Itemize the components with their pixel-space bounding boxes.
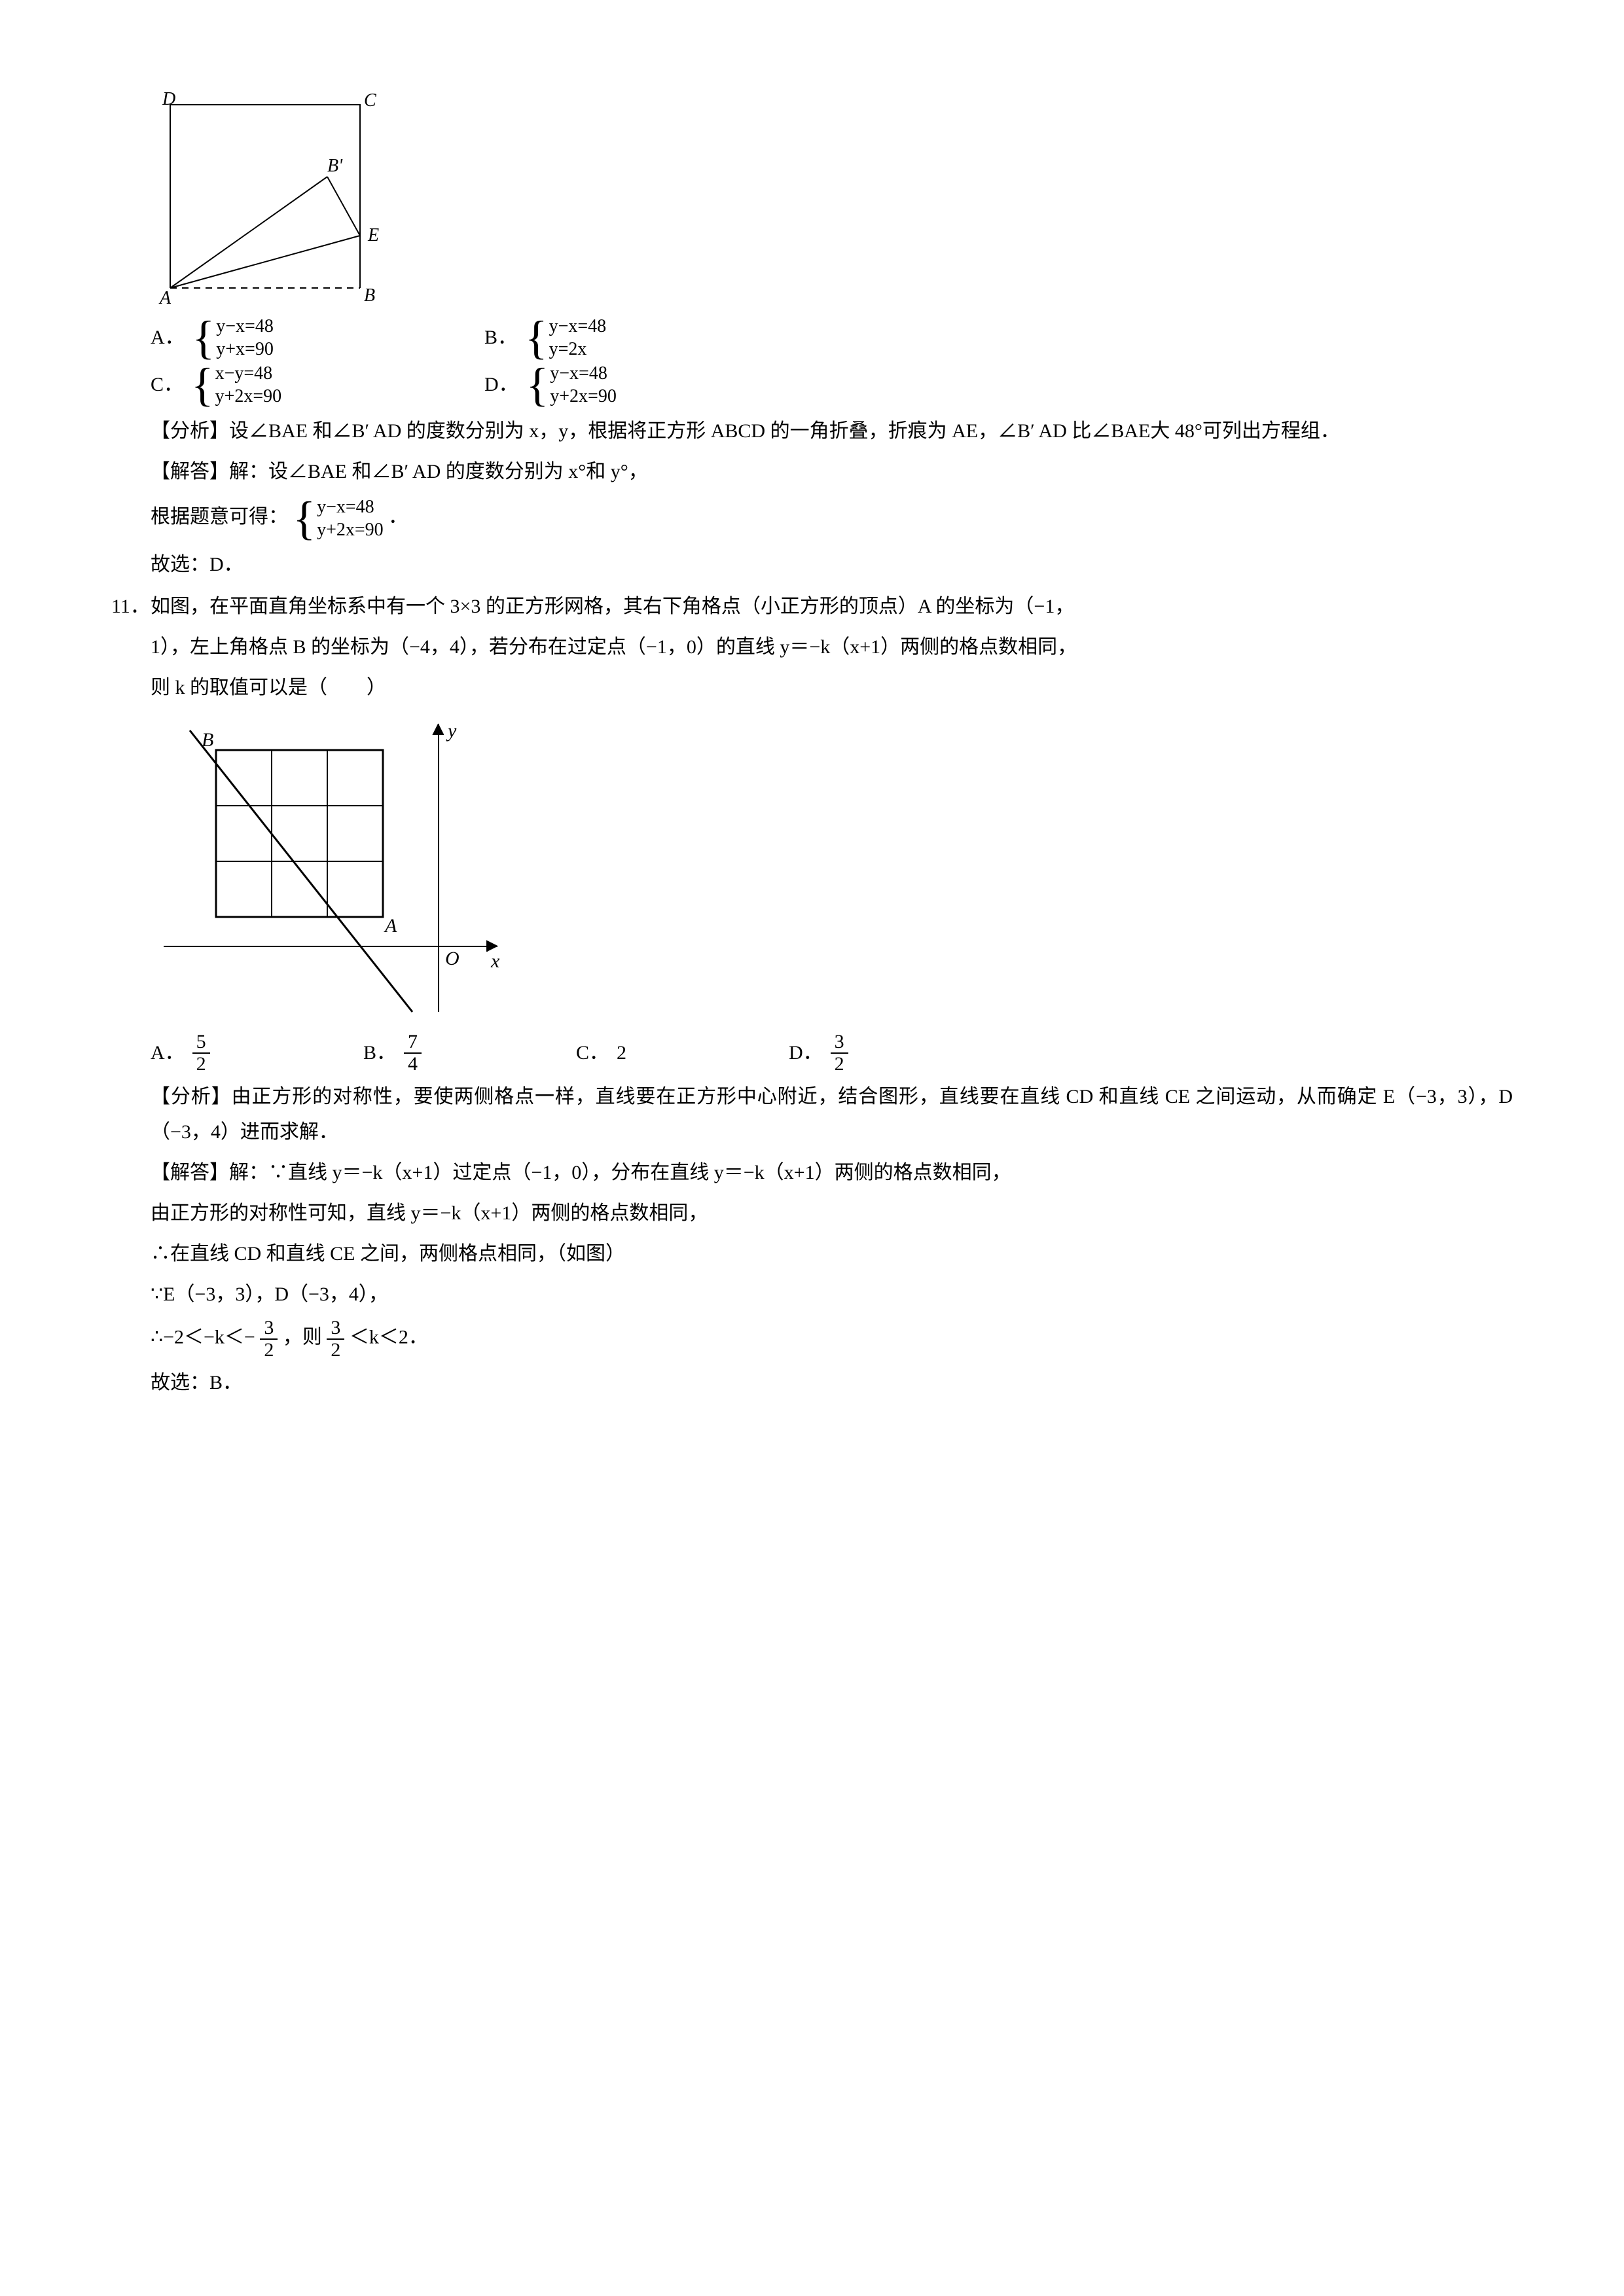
eq-bot: y+2x=90 xyxy=(215,385,282,408)
eq-top: y−x=48 xyxy=(216,315,274,338)
eq-top: y−x=48 xyxy=(317,495,384,518)
q11-ans4: ∵E（−3，3），D（−3，4）， xyxy=(151,1277,1513,1312)
t-pre: ∴−2＜−k＜− xyxy=(151,1326,255,1348)
eq-top: y−x=48 xyxy=(549,315,607,338)
opt-letter: C． xyxy=(576,1035,609,1071)
analysis-text: 设∠BAE 和∠B′ AD 的度数分别为 x，y，根据将正方形 ABCD 的一角… xyxy=(229,420,1340,442)
analysis-label: 【分析】 xyxy=(151,420,229,442)
lbl-x: x xyxy=(490,950,500,972)
eq-bot: y+2x=90 xyxy=(317,518,384,541)
q10-opt-D: D． {y−x=48y+2x=90 xyxy=(484,361,818,408)
frac-n: 3 xyxy=(831,1031,848,1054)
opt-letter: A． xyxy=(151,1035,185,1071)
lbl-Bp: B' xyxy=(327,156,343,176)
q11-stem: 11．如图，在平面直角坐标系中有一个 3×3 的正方形网格，其右下角格点（小正方… xyxy=(151,589,1513,624)
q11-opt-B: B． 74 xyxy=(363,1031,576,1074)
q10-options-row1: A． {y−x=48y+x=90 B． {y−x=48y=2x xyxy=(151,314,818,361)
answer-text: 解：设∠BAE 和∠B′ AD 的度数分别为 x°和 y°， xyxy=(229,461,648,482)
q10-figure: D C B' E A B xyxy=(151,92,393,314)
q10-options-row2: C． {x−y=48y+2x=90 D． {y−x=48y+2x=90 xyxy=(151,361,818,408)
stem-1: 如图，在平面直角坐标系中有一个 3×3 的正方形网格，其右下角格点（小正方形的顶… xyxy=(151,596,1074,617)
opt-letter: D． xyxy=(789,1035,823,1071)
opt-letter: D． xyxy=(484,367,518,403)
q10-answer-l2: 根据题意可得： {y−x=48y+2x=90 ． xyxy=(151,495,1513,542)
opt-letter: A． xyxy=(151,320,185,355)
q10-block: D C B' E A B A． {y−x=48y+x=90 B． {y−x=48… xyxy=(151,92,1513,583)
frac-n: 7 xyxy=(404,1031,422,1054)
q10-opt-C: C． {x−y=48y+2x=90 xyxy=(151,361,484,408)
frac-n: 3 xyxy=(260,1318,278,1340)
lbl-B: B xyxy=(364,285,375,306)
t-mid: ，则 xyxy=(283,1326,322,1348)
lbl-D: D xyxy=(162,92,175,109)
q11-block: 11．如图，在平面直角坐标系中有一个 3×3 的正方形网格，其右下角格点（小正方… xyxy=(111,589,1513,1401)
lbl-A: A xyxy=(158,288,171,308)
lbl-O: O xyxy=(445,948,460,969)
t: 解：∵直线 y＝−k（x+1）过定点（−1，0），分布在直线 y＝−k（x+1）… xyxy=(229,1162,1011,1183)
lbl-B: B xyxy=(202,729,213,751)
q11-figure: B A O x y xyxy=(151,711,517,1025)
answer-l2-post: ． xyxy=(388,506,408,528)
q10-opt-A: A． {y−x=48y+x=90 xyxy=(151,314,484,361)
analysis-label: 【分析】 xyxy=(151,1086,232,1107)
q-number: 11． xyxy=(111,589,151,624)
analysis-text: 由正方形的对称性，要使两侧格点一样，直线要在正方形中心附近，结合图形，直线要在直… xyxy=(151,1086,1513,1143)
lbl-C: C xyxy=(364,92,376,111)
q11-analysis: 【分析】由正方形的对称性，要使两侧格点一样，直线要在正方形中心附近，结合图形，直… xyxy=(151,1079,1513,1150)
frac-n: 5 xyxy=(192,1031,210,1054)
q11-ans5: ∴−2＜−k＜− 32 ，则 32 ＜k＜2． xyxy=(151,1318,1513,1360)
frac-d: 2 xyxy=(831,1054,848,1075)
frac-d: 2 xyxy=(260,1340,278,1361)
q11-opt-D: D． 32 xyxy=(789,1031,1001,1074)
answer-label: 【解答】 xyxy=(151,1162,229,1183)
opt-val: 2 xyxy=(617,1035,626,1071)
q10-answer-l1: 【解答】解：设∠BAE 和∠B′ AD 的度数分别为 x°和 y°， xyxy=(151,454,1513,490)
eq-top: y−x=48 xyxy=(550,362,617,385)
eq-top: x−y=48 xyxy=(215,362,282,385)
eq-bot: y+2x=90 xyxy=(550,385,617,408)
opt-letter: B． xyxy=(363,1035,396,1071)
lbl-A: A xyxy=(384,915,397,937)
stem-3: 则 k 的取值可以是（ ） xyxy=(151,670,1513,706)
eq-bot: y+x=90 xyxy=(216,338,274,361)
q11-options: A． 52 B． 74 C． 2 D． 32 xyxy=(151,1031,1001,1074)
q10-opt-B: B． {y−x=48y=2x xyxy=(484,314,818,361)
opt-letter: B． xyxy=(484,320,517,355)
q11-ans1: 【解答】解：∵直线 y＝−k（x+1）过定点（−1，0），分布在直线 y＝−k（… xyxy=(151,1155,1513,1191)
q10-analysis: 【分析】设∠BAE 和∠B′ AD 的度数分别为 x，y，根据将正方形 ABCD… xyxy=(151,414,1513,449)
answer-label: 【解答】 xyxy=(151,461,229,482)
q11-opt-A: A． 52 xyxy=(151,1031,363,1074)
q11-ans3: ∴在直线 CD 和直线 CE 之间，两侧格点相同，（如图） xyxy=(151,1236,1513,1272)
lbl-y: y xyxy=(446,720,457,742)
frac-d: 2 xyxy=(192,1054,210,1075)
q11-conclusion: 故选：B． xyxy=(151,1365,1513,1401)
answer-l2-pre: 根据题意可得： xyxy=(151,506,288,528)
frac-n: 3 xyxy=(327,1318,344,1340)
t-post: ＜k＜2． xyxy=(350,1326,428,1348)
frac-d: 4 xyxy=(404,1054,422,1075)
q11-ans2: 由正方形的对称性可知，直线 y＝−k（x+1）两侧的格点数相同， xyxy=(151,1196,1513,1231)
eq-bot: y=2x xyxy=(549,338,607,361)
opt-letter: C． xyxy=(151,367,183,403)
frac-d: 2 xyxy=(327,1340,344,1361)
q11-opt-C: C． 2 xyxy=(576,1031,789,1074)
lbl-E: E xyxy=(367,225,379,245)
stem-2: 1），左上角格点 B 的坐标为（−4，4），若分布在过定点（−1，0）的直线 y… xyxy=(151,630,1513,665)
q10-conclusion: 故选：D． xyxy=(151,547,1513,583)
